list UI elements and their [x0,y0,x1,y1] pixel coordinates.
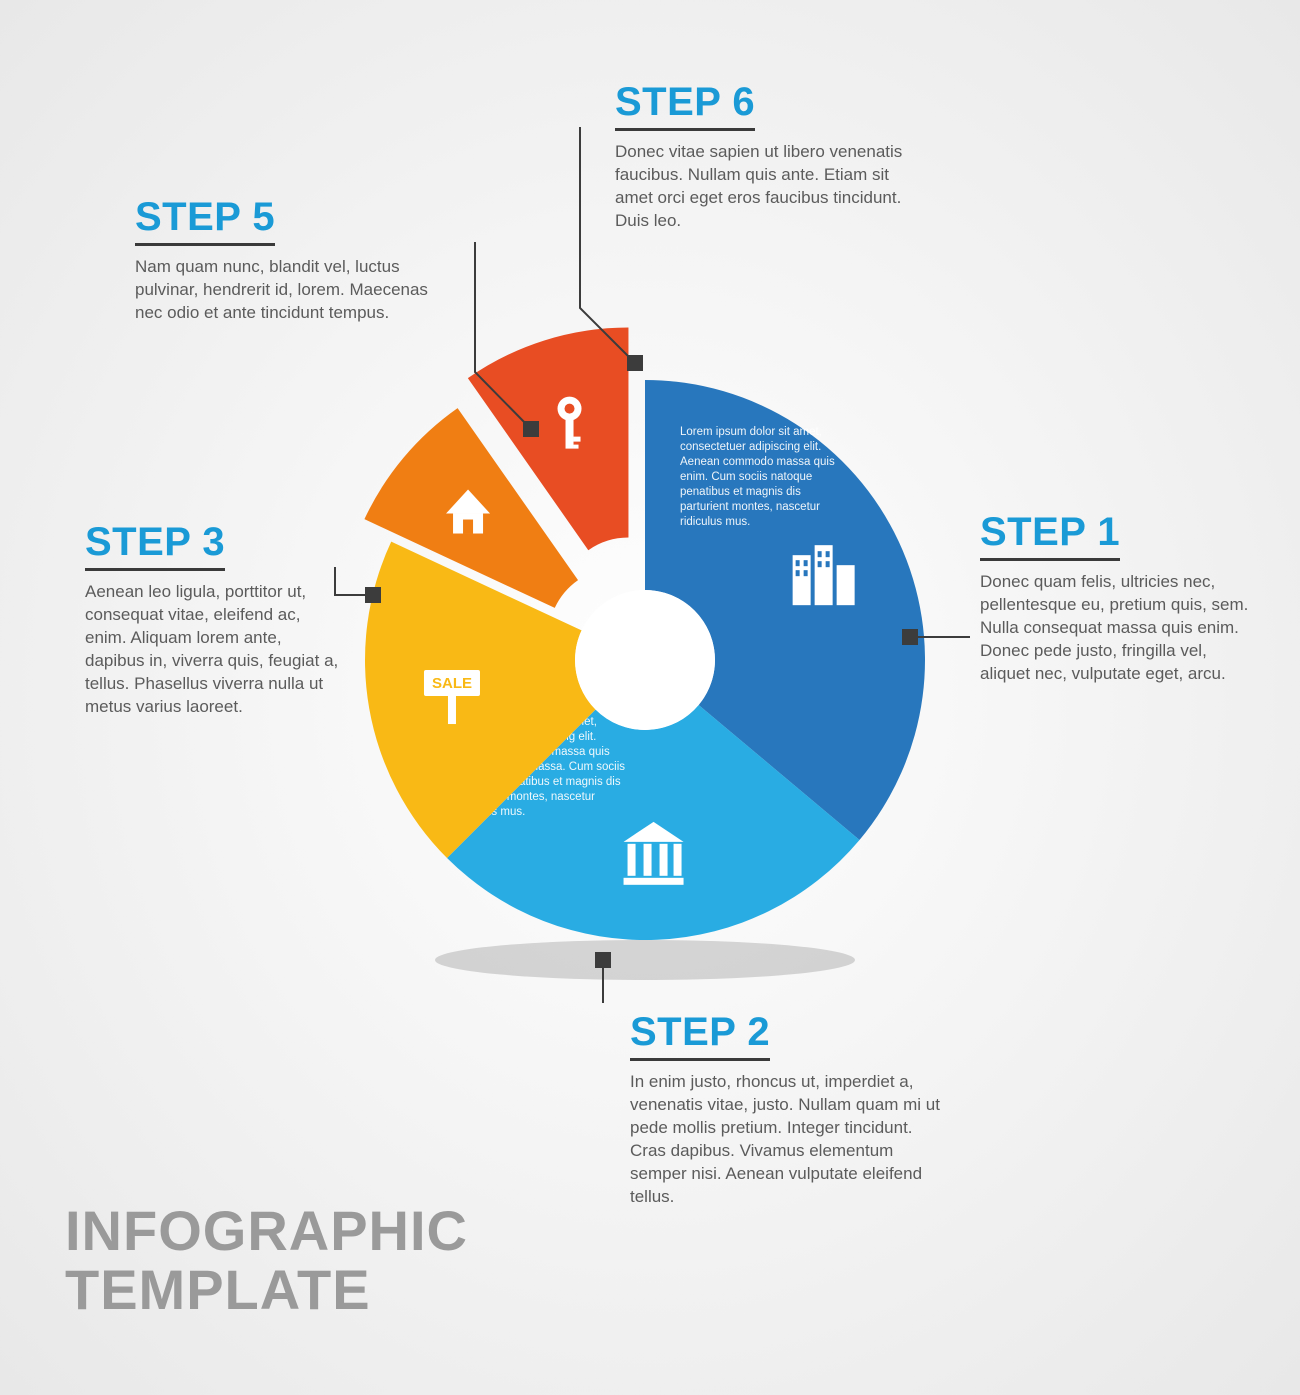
leader-marker-s1 [902,629,918,645]
step-body-s6: Donec vitae sapien ut libero venenatis f… [615,141,915,233]
step-block-s3: STEP 3 Aenean leo ligula, porttitor ut, c… [85,520,345,719]
leader-marker-s6 [627,355,643,371]
step-block-s6: STEP 6 Donec vitae sapien ut libero venen… [615,80,915,233]
step-title-s1: STEP 1 [980,510,1120,561]
chart-shadow [435,940,855,980]
donut-hole [575,590,715,730]
leader-marker-s5 [523,421,539,437]
step-title-s2: STEP 2 [630,1010,770,1061]
step-block-s1: STEP 1 Donec quam felis, ultricies nec, p… [980,510,1250,686]
leader-marker-s3 [365,587,381,603]
leader-marker-s2 [595,952,611,968]
footer-title: INFOGRAPHIC TEMPLATE [65,1202,468,1320]
slice-text-s1: Lorem ipsum dolor sit amet, consectetuer… [680,425,835,635]
footer-line-1: INFOGRAPHIC [65,1202,468,1261]
step-body-s2: In enim justo, rhoncus ut, imperdiet a, … [630,1071,940,1209]
infographic-canvas: Lorem ipsum dolor sit amet, consectetuer… [0,0,1300,1390]
step-body-s3: Aenean leo ligula, porttitor ut, consequ… [85,581,345,719]
step-title-s5: STEP 5 [135,195,275,246]
step-body-s5: Nam quam nunc, blandit vel, luctus pulvi… [135,256,435,325]
step-body-s1: Donec quam felis, ultricies nec, pellent… [980,571,1250,686]
footer-line-2: TEMPLATE [65,1261,468,1320]
step-title-s3: STEP 3 [85,520,225,571]
svg-text:SALE: SALE [432,675,472,692]
step-title-s6: STEP 6 [615,80,755,131]
step-block-s5: STEP 5 Nam quam nunc, blandit vel, luctus… [135,195,435,325]
step-block-s2: STEP 2 In enim justo, rhoncus ut, imperdi… [630,1010,940,1209]
